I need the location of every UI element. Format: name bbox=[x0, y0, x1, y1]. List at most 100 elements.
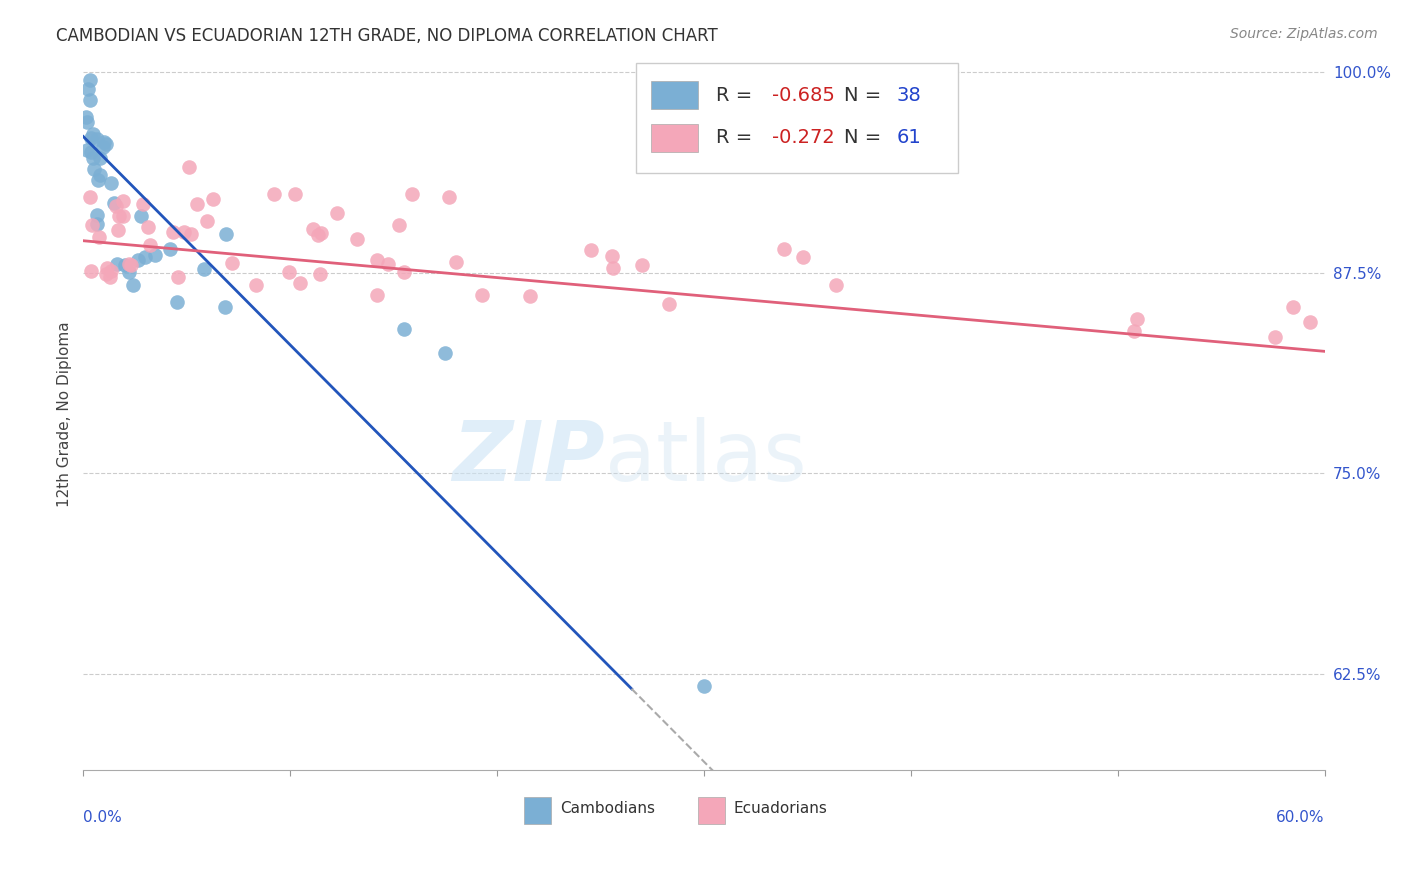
Point bbox=[139, 238, 162, 252]
Point bbox=[177, 160, 200, 174]
Point bbox=[600, 249, 623, 263]
Point bbox=[388, 219, 411, 233]
Point bbox=[1299, 314, 1322, 328]
Text: R =: R = bbox=[717, 128, 759, 147]
Point bbox=[75, 110, 97, 124]
Point bbox=[519, 289, 541, 303]
Point bbox=[79, 73, 101, 87]
Point bbox=[104, 199, 127, 213]
Text: 38: 38 bbox=[897, 86, 921, 104]
Text: R =: R = bbox=[717, 86, 759, 104]
Point bbox=[96, 136, 118, 151]
Point bbox=[1126, 312, 1149, 326]
Point bbox=[167, 270, 190, 285]
Point bbox=[82, 127, 104, 141]
Point bbox=[186, 196, 208, 211]
Point bbox=[439, 190, 461, 204]
Y-axis label: 12th Grade, No Diploma: 12th Grade, No Diploma bbox=[58, 322, 72, 508]
Point bbox=[434, 346, 457, 360]
Point bbox=[693, 679, 716, 693]
Point bbox=[193, 262, 215, 277]
Point bbox=[89, 151, 111, 165]
Point bbox=[91, 139, 114, 153]
Point bbox=[76, 115, 98, 129]
Point bbox=[325, 206, 347, 220]
Point bbox=[77, 82, 100, 96]
Point bbox=[202, 192, 225, 206]
Point bbox=[630, 259, 652, 273]
Point bbox=[392, 265, 415, 279]
Point bbox=[1282, 300, 1305, 314]
Text: CAMBODIAN VS ECUADORIAN 12TH GRADE, NO DIPLOMA CORRELATION CHART: CAMBODIAN VS ECUADORIAN 12TH GRADE, NO D… bbox=[56, 27, 718, 45]
Point bbox=[392, 322, 415, 336]
Point bbox=[80, 218, 103, 232]
Point bbox=[79, 93, 101, 107]
Point bbox=[76, 143, 98, 157]
Point bbox=[79, 190, 101, 204]
Point bbox=[792, 250, 814, 264]
Point bbox=[166, 294, 188, 309]
Text: ZIP: ZIP bbox=[453, 417, 605, 498]
Point bbox=[471, 288, 494, 302]
Point bbox=[132, 197, 155, 211]
Point bbox=[1264, 330, 1286, 344]
Point bbox=[658, 297, 681, 311]
Point bbox=[94, 267, 117, 281]
Point bbox=[127, 253, 149, 268]
Point bbox=[80, 130, 103, 145]
Text: 61: 61 bbox=[897, 128, 921, 147]
Point bbox=[83, 161, 105, 176]
Text: N =: N = bbox=[844, 86, 887, 104]
Point bbox=[100, 264, 122, 278]
Point bbox=[288, 276, 311, 290]
Point bbox=[98, 270, 121, 285]
Text: Cambodians: Cambodians bbox=[560, 801, 655, 816]
Point bbox=[308, 267, 330, 281]
Point bbox=[87, 230, 110, 244]
Point bbox=[86, 132, 108, 146]
Text: -0.685: -0.685 bbox=[772, 86, 835, 104]
FancyBboxPatch shape bbox=[524, 797, 551, 824]
Point bbox=[1122, 325, 1144, 339]
Point bbox=[96, 260, 118, 275]
Point bbox=[111, 194, 134, 208]
Text: -0.272: -0.272 bbox=[772, 128, 835, 147]
Point bbox=[302, 221, 325, 235]
Point bbox=[80, 264, 103, 278]
Point bbox=[129, 209, 152, 223]
Point bbox=[108, 209, 131, 223]
Point bbox=[86, 217, 108, 231]
Point bbox=[602, 260, 624, 275]
Point bbox=[173, 225, 195, 239]
Point bbox=[180, 227, 202, 241]
Text: atlas: atlas bbox=[605, 417, 807, 498]
Point bbox=[122, 277, 145, 292]
FancyBboxPatch shape bbox=[651, 81, 697, 110]
Point bbox=[111, 209, 134, 223]
Point bbox=[105, 257, 128, 271]
Text: 0.0%: 0.0% bbox=[83, 810, 122, 825]
FancyBboxPatch shape bbox=[697, 797, 725, 824]
Point bbox=[114, 258, 136, 272]
FancyBboxPatch shape bbox=[651, 123, 697, 152]
Point bbox=[307, 228, 329, 243]
Point bbox=[824, 277, 846, 292]
Point bbox=[103, 195, 125, 210]
Point bbox=[772, 242, 794, 256]
Text: Source: ZipAtlas.com: Source: ZipAtlas.com bbox=[1230, 27, 1378, 41]
FancyBboxPatch shape bbox=[636, 63, 959, 173]
Point bbox=[195, 213, 218, 227]
Point bbox=[136, 220, 159, 235]
Point bbox=[100, 176, 122, 190]
Point bbox=[89, 168, 111, 182]
Point bbox=[579, 243, 602, 257]
Point bbox=[284, 186, 307, 201]
Text: Ecuadorians: Ecuadorians bbox=[734, 801, 828, 816]
Point bbox=[215, 227, 238, 241]
Point bbox=[80, 145, 103, 159]
Point bbox=[93, 136, 115, 150]
Point bbox=[221, 256, 243, 270]
Point bbox=[87, 173, 110, 187]
Point bbox=[162, 225, 184, 239]
Point bbox=[134, 251, 156, 265]
